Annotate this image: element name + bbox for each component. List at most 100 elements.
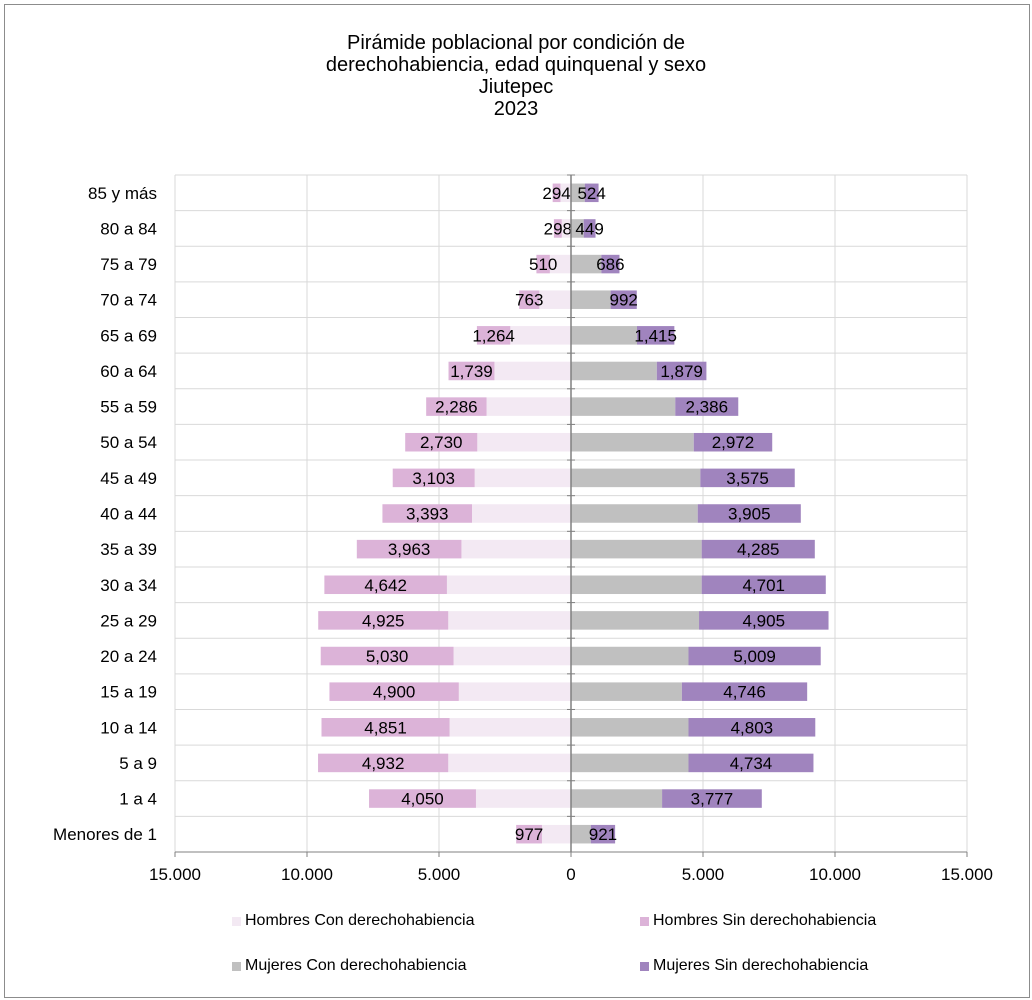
x-tick-label-4: 5,000 [682,865,725,880]
bar-hombres-sin-10 [356,539,462,559]
data-label-hombres-sin-10: 3,963 [388,540,431,559]
bar-hombres-con-4 [510,326,571,345]
bar-mujeres-con-13 [571,646,689,666]
legend-label-hombres-sin: Hombres Sin derechohabiencia [653,912,877,929]
bar-mujeres-sin-8 [700,468,795,488]
legend-item-mujeres-sin: Mujeres Sin derechohabiencia [640,957,868,975]
bar-mujeres-sin-18 [590,824,616,844]
category-label-9: 40 a 44 [100,505,157,524]
bar-hombres-sin-17 [369,789,476,808]
bar-hombres-con-15 [449,718,571,737]
bar-hombres-con-12 [448,611,571,630]
legend-item-hombres-con: Hombres Con derechohabiencia [232,912,474,930]
bar-mujeres-con-10 [571,539,702,559]
bar-mujeres-con-1 [571,219,584,238]
data-label-hombres-sin-1: 298 [544,219,572,238]
data-label-hombres-sin-11: 4,642 [364,576,407,595]
category-label-2: 75 a 79 [100,255,157,274]
bar-hombres-sin-7 [405,432,478,452]
bar-hombres-con-18 [541,824,571,844]
data-label-hombres-sin-5: 1,739 [450,362,493,381]
bar-hombres-con-16 [448,753,571,773]
chart-title-line-2: derechohabiencia, edad quinquenal y sexo [325,54,707,76]
category-label-6: 55 a 59 [100,398,157,417]
bar-mujeres-con-6 [571,397,676,416]
bar-mujeres-con-8 [571,468,701,488]
bar-hombres-con-13 [453,646,571,666]
data-label-mujeres-sin-14: 4,746 [723,683,766,702]
data-label-hombres-sin-16: 4,932 [362,754,405,773]
category-label-14: 15 a 19 [100,683,157,702]
bar-mujeres-sin-12 [699,611,829,630]
data-label-mujeres-sin-0: 524 [577,184,605,203]
bar-mujeres-con-14 [571,682,682,701]
category-label-18: Menores de 1 [53,825,157,844]
bar-hombres-con-1 [561,219,571,238]
category-label-10: 35 a 39 [100,540,157,559]
bar-hombres-con-6 [486,397,571,416]
legend-swatch-hombres-con [232,916,241,926]
category-label-5: 60 a 64 [100,362,157,381]
bar-hombres-con-14 [458,682,571,701]
legend-label-mujeres-sin: Mujeres Sin derechohabiencia [653,957,869,974]
legend-item-mujeres-con: Mujeres Con derechohabiencia [232,957,466,975]
data-label-mujeres-sin-6: 2,386 [686,398,729,417]
legend-swatch-hombres-sin [640,916,649,926]
legend-label-hombres-con: Hombres Con derechohabiencia [245,912,475,929]
bar-hombres-con-9 [472,504,571,523]
bar-hombres-sin-14 [329,682,459,701]
bar-mujeres-con-2 [571,254,602,274]
bar-mujeres-sin-0 [584,183,599,203]
data-label-hombres-sin-12: 4,925 [362,611,405,630]
bar-mujeres-con-18 [571,824,591,844]
bar-mujeres-sin-14 [681,682,808,701]
bar-mujeres-con-15 [571,718,689,737]
bar-mujeres-con-11 [571,575,702,595]
data-label-hombres-sin-2: 510 [529,255,557,274]
bar-hombres-con-5 [494,361,571,381]
population-pyramid-chart: 294 524 85 y más 298 449 80 a 84 510 686 75 a 79… [53,174,993,880]
data-label-hombres-sin-6: 2,286 [435,398,478,417]
bar-hombres-sin-9 [382,504,472,523]
data-label-mujeres-sin-4: 1,415 [634,326,677,345]
legend-label-mujeres-con: Mujeres Con derechohabiencia [245,957,467,974]
bar-hombres-con-3 [539,290,571,309]
bar-mujeres-con-7 [571,432,694,452]
data-label-hombres-sin-14: 4,900 [373,683,416,702]
data-label-mujeres-sin-10: 4,285 [737,540,780,559]
bar-mujeres-con-9 [571,504,698,523]
data-label-hombres-sin-7: 2,730 [420,433,463,452]
bar-mujeres-con-12 [571,611,700,630]
bar-mujeres-sin-9 [697,504,801,523]
data-label-mujeres-sin-2: 686 [596,255,624,274]
bar-mujeres-sin-16 [688,753,814,773]
bar-hombres-con-7 [477,432,571,452]
bar-hombres-con-10 [461,539,571,559]
data-label-hombres-sin-8: 3,103 [412,469,455,488]
bar-hombres-sin-3 [519,290,540,309]
bar-hombres-sin-2 [536,254,550,274]
category-label-15: 10 a 14 [100,718,157,737]
x-tick-label-6: 15,000 [941,865,993,880]
bar-mujeres-sin-17 [662,789,762,808]
data-label-hombres-sin-9: 3,393 [406,505,449,524]
bar-hombres-sin-16 [318,753,449,773]
data-label-mujeres-sin-9: 3,905 [728,505,771,524]
bar-mujeres-con-5 [571,361,657,381]
bar-mujeres-sin-6 [675,397,739,416]
bar-mujeres-con-0 [571,183,585,203]
data-label-mujeres-sin-12: 4,905 [743,611,786,630]
x-tick-label-3: 0 [566,865,575,880]
bar-hombres-sin-12 [318,611,449,630]
data-label-mujeres-sin-18: 921 [589,825,617,844]
bar-mujeres-sin-10 [701,539,815,559]
bar-mujeres-con-17 [571,789,663,808]
bar-hombres-sin-6 [426,397,487,416]
bar-mujeres-sin-11 [701,575,826,595]
data-label-mujeres-sin-1: 449 [575,219,603,238]
bar-mujeres-sin-15 [688,718,816,737]
bar-mujeres-sin-13 [688,646,821,666]
x-tick-label-1: 10,000 [281,865,333,880]
category-label-13: 20 a 24 [100,647,157,666]
data-label-mujeres-sin-17: 3,777 [691,790,734,809]
